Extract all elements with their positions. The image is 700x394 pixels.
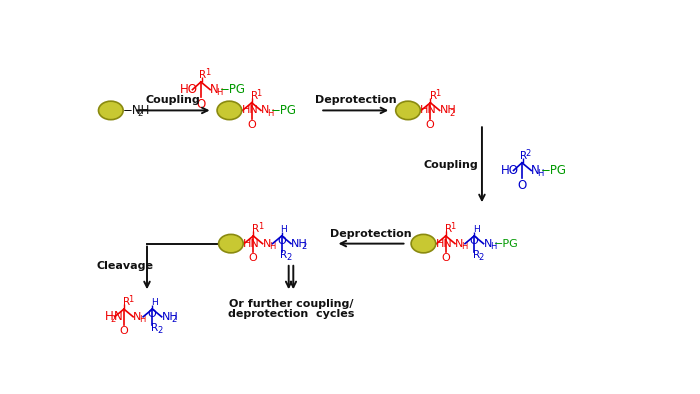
Text: N: N	[133, 312, 141, 322]
Text: O: O	[247, 120, 256, 130]
Text: H: H	[461, 242, 468, 251]
Text: O: O	[441, 253, 450, 263]
Text: −PG: −PG	[220, 83, 246, 96]
Text: N: N	[531, 164, 540, 177]
Text: 1: 1	[450, 222, 456, 231]
Text: 1: 1	[435, 89, 440, 98]
Text: 1: 1	[129, 296, 134, 304]
Text: HN: HN	[244, 239, 260, 249]
Text: N: N	[262, 239, 271, 249]
Text: H: H	[216, 88, 223, 97]
Text: R: R	[521, 151, 528, 161]
Text: N: N	[261, 106, 270, 115]
Text: O: O	[517, 178, 526, 191]
Text: R: R	[123, 297, 130, 307]
Text: N: N	[484, 239, 492, 249]
Text: R: R	[253, 224, 260, 234]
Text: NH: NH	[440, 106, 456, 115]
Text: Coupling: Coupling	[146, 95, 201, 106]
Text: 2: 2	[479, 253, 484, 262]
Ellipse shape	[99, 101, 123, 120]
Text: Cleavage: Cleavage	[97, 261, 154, 271]
Text: Deprotection: Deprotection	[330, 229, 412, 239]
Text: HO: HO	[501, 164, 519, 177]
Text: H: H	[490, 242, 496, 251]
Text: H: H	[269, 242, 275, 251]
Text: HO: HO	[180, 83, 198, 96]
Text: 2: 2	[157, 326, 162, 335]
Text: Deprotection: Deprotection	[315, 95, 396, 106]
Text: HN: HN	[435, 239, 452, 249]
Ellipse shape	[218, 234, 244, 253]
Text: −NH: −NH	[123, 104, 150, 117]
Text: O: O	[148, 309, 157, 320]
Text: 1: 1	[258, 222, 263, 231]
Text: 2: 2	[526, 149, 531, 158]
Text: HN: HN	[420, 106, 437, 115]
Ellipse shape	[395, 101, 420, 120]
Text: R: R	[445, 224, 452, 234]
Text: 2: 2	[286, 253, 292, 262]
Text: NH: NH	[291, 239, 308, 249]
Text: H: H	[105, 310, 113, 323]
Text: H: H	[139, 315, 146, 324]
Text: −PG: −PG	[541, 164, 567, 177]
Text: Coupling: Coupling	[424, 160, 479, 170]
Text: O: O	[196, 98, 206, 111]
Text: 1: 1	[256, 89, 262, 98]
Text: H: H	[538, 169, 544, 178]
Text: −PG: −PG	[494, 239, 518, 249]
Text: Or further coupling/: Or further coupling/	[229, 299, 354, 309]
Text: N: N	[455, 239, 463, 249]
Text: R: R	[151, 323, 158, 333]
Text: R: R	[251, 91, 258, 101]
Text: 1: 1	[204, 68, 210, 77]
Text: H: H	[151, 298, 158, 307]
Text: O: O	[470, 236, 478, 246]
Text: 2: 2	[172, 315, 177, 324]
Text: HN: HN	[241, 106, 258, 115]
Text: H: H	[473, 225, 480, 234]
Text: O: O	[119, 326, 128, 336]
Text: 2: 2	[449, 109, 455, 118]
Ellipse shape	[217, 101, 241, 120]
Text: H: H	[267, 109, 274, 118]
Text: 2: 2	[110, 315, 116, 324]
Text: R: R	[199, 70, 206, 80]
Text: O: O	[248, 253, 258, 263]
Text: N: N	[114, 310, 122, 323]
Text: 2: 2	[138, 109, 143, 118]
Text: deprotection  cycles: deprotection cycles	[228, 309, 354, 320]
Text: −PG: −PG	[271, 104, 297, 117]
Text: R: R	[280, 250, 287, 260]
Text: R: R	[430, 91, 437, 101]
Text: 2: 2	[301, 242, 307, 251]
Text: R: R	[473, 250, 480, 260]
Ellipse shape	[411, 234, 435, 253]
Text: N: N	[210, 83, 219, 96]
Text: NH: NH	[162, 312, 178, 322]
Text: H: H	[280, 225, 287, 234]
Text: O: O	[426, 120, 435, 130]
Text: O: O	[277, 236, 286, 246]
